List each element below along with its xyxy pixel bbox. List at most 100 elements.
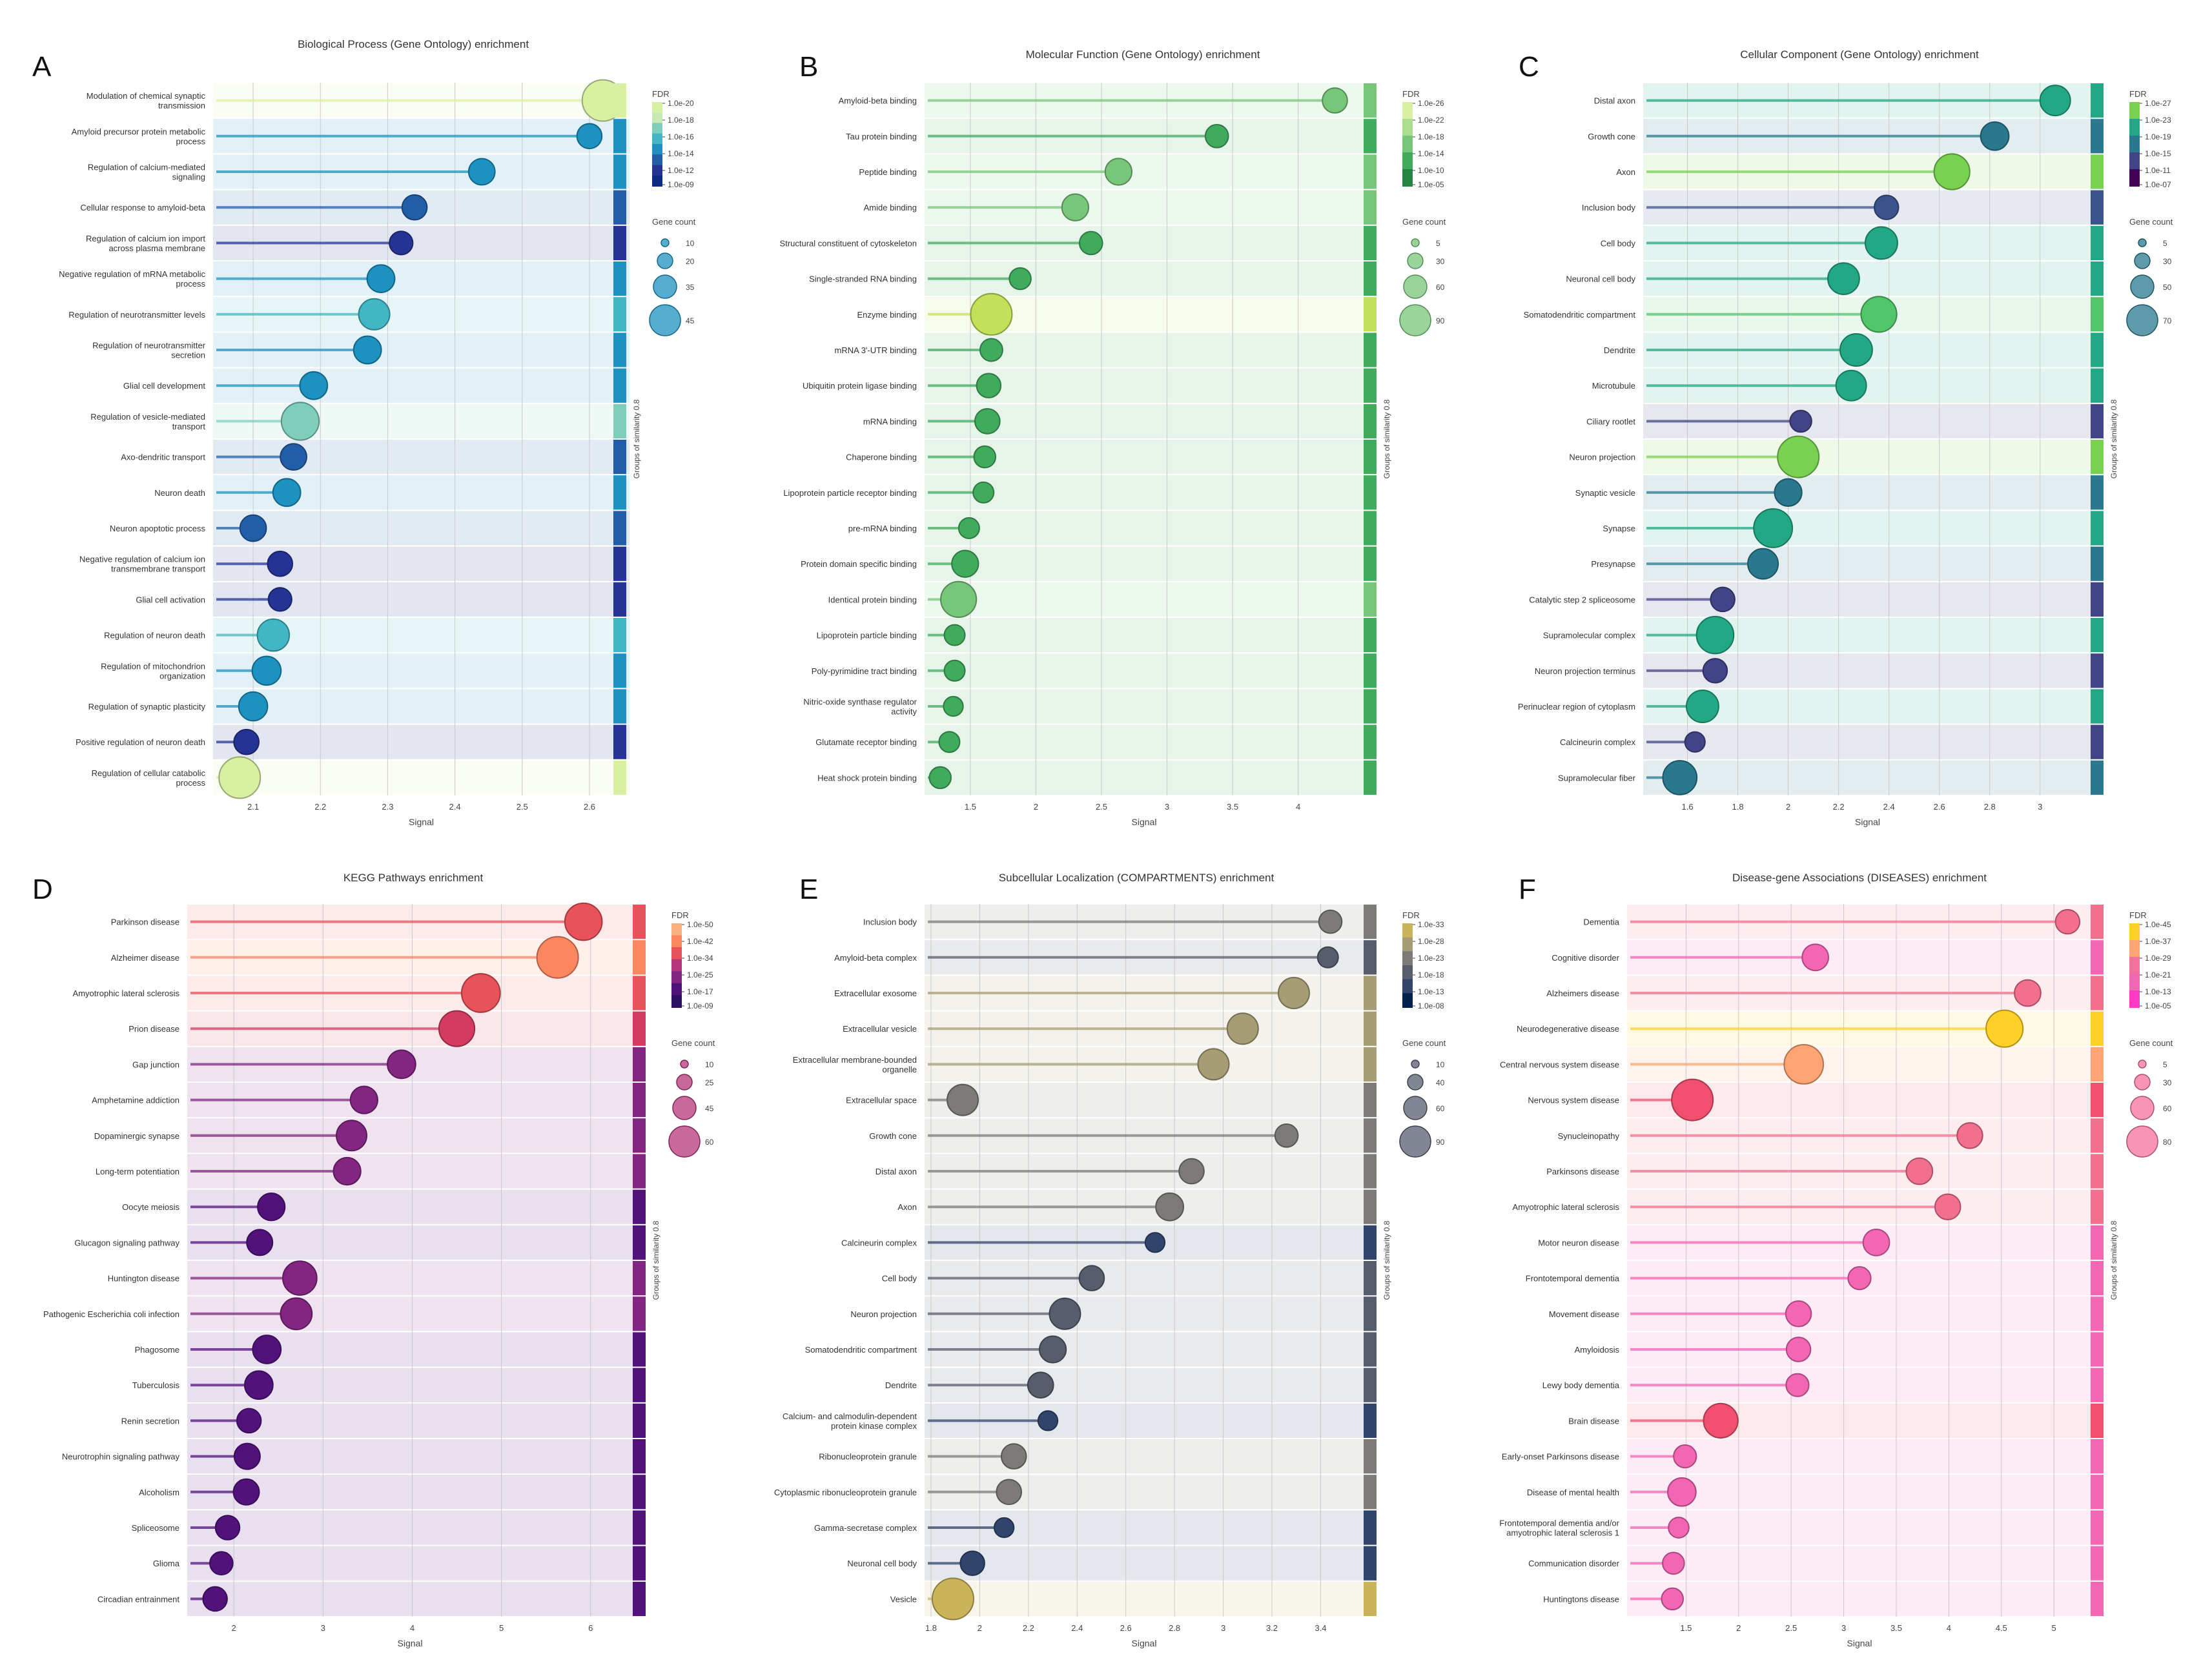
fdr-colorbar-segment: [652, 112, 662, 124]
group-strip-cell: [633, 976, 646, 1010]
panel-e: E Subcellular Localization (COMPARTMENTS)…: [774, 872, 1446, 1648]
fdr-colorbar-segment: [2129, 136, 2140, 153]
count-legend-label: 60: [1436, 283, 1445, 292]
lollipop-point: [996, 1479, 1022, 1506]
group-strip-cell: [1364, 333, 1377, 367]
group-strip-cell: [2091, 1546, 2104, 1581]
row-background: [213, 724, 630, 759]
group-strip-cell: [633, 1332, 646, 1367]
group-strip-cell: [633, 1225, 646, 1260]
count-legend-circle: [680, 1060, 689, 1069]
lollipop-point: [238, 691, 269, 722]
term-label: process: [176, 778, 205, 788]
term-label: Negative regulation of mRNA metabolic: [59, 269, 205, 279]
x-tick-label: 2: [232, 1623, 236, 1633]
lollipop-point: [958, 517, 980, 539]
fdr-colorbar-segment: [1402, 979, 1413, 994]
chart-title: KEGG Pathways enrichment: [343, 872, 484, 884]
lollipop-point: [366, 264, 396, 293]
fdr-colorbar-segment: [652, 102, 662, 114]
fdr-colorbar-segment: [652, 154, 662, 166]
lollipop-point: [1049, 1297, 1081, 1330]
x-axis-label: Signal: [1132, 1638, 1157, 1648]
term-label: Perinuclear region of cytoplasm: [1518, 702, 1635, 712]
term-label: Disease of mental health: [1527, 1488, 1619, 1497]
fdr-legend-label: 1.0e-21: [2145, 970, 2171, 979]
lollipop-point: [1155, 1192, 1184, 1222]
term-label: Regulation of neuron death: [104, 631, 205, 640]
fdr-legend-title: FDR: [1402, 89, 1420, 99]
group-strip-cell: [1364, 689, 1377, 724]
fdr-legend-label: 1.0e-26: [1418, 99, 1444, 108]
x-tick-label: 2.6: [584, 802, 595, 812]
group-strip-cell: [2091, 1225, 2104, 1260]
group-strip-cell: [1364, 1403, 1377, 1438]
group-strip-cell: [2091, 940, 2104, 975]
lollipop-point: [1860, 296, 1898, 333]
x-tick-label: 3.5: [1227, 802, 1238, 812]
row-background: [925, 1581, 1364, 1616]
count-legend-circle: [1407, 252, 1424, 269]
lollipop-point: [349, 1085, 379, 1114]
fdr-legend-label: 1.0e-18: [1418, 970, 1444, 979]
x-tick-label: 5: [2052, 1623, 2056, 1633]
lollipop-point: [970, 292, 1013, 336]
group-strip-cell: [2091, 1332, 2104, 1367]
lollipop-point: [2054, 908, 2081, 935]
count-legend-label: 60: [705, 1138, 714, 1147]
group-strip-cell: [633, 1475, 646, 1510]
term-label: secretion: [171, 351, 205, 360]
fdr-colorbar-segment: [1402, 951, 1413, 966]
term-label: Pathogenic Escherichia coli infection: [43, 1309, 179, 1319]
lollipop-point: [1078, 230, 1103, 256]
count-legend-circle: [1411, 1060, 1420, 1069]
group-strip-cell: [613, 689, 626, 724]
lollipop-point: [1277, 977, 1310, 1009]
group-strip-cell: [2091, 154, 2104, 189]
term-label: Lipoprotein particle receptor binding: [783, 488, 917, 498]
group-strip-cell: [613, 83, 626, 118]
term-label: Motor neuron disease: [1538, 1238, 1619, 1247]
fdr-colorbar-segment: [2129, 102, 2140, 119]
lollipop-point: [209, 1551, 234, 1575]
fdr-legend-label: 1.0e-18: [668, 116, 694, 125]
chart-title: Biological Process (Gene Ontology) enric…: [298, 38, 529, 50]
lollipop-point: [1785, 1337, 1812, 1362]
panel-a: A Biological Process (Gene Ontology) enri…: [32, 38, 696, 827]
group-strip-cell: [633, 1189, 646, 1224]
count-legend-label: 80: [2163, 1138, 2172, 1147]
group-strip-cell: [633, 905, 646, 939]
lollipop-point: [257, 1193, 286, 1222]
term-label: transmembrane transport: [111, 564, 205, 574]
lollipop-point: [2014, 979, 2042, 1007]
fdr-legend-label: 1.0e-09: [687, 1001, 713, 1010]
fdr-colorbar-segment: [1402, 993, 1413, 1008]
row-background: [925, 618, 1364, 653]
fdr-colorbar-segment: [1402, 152, 1413, 170]
row-background: [1643, 760, 2092, 795]
lollipop-point: [1078, 1265, 1105, 1291]
row-background: [187, 1439, 633, 1474]
count-legend-label: 5: [2163, 1060, 2167, 1069]
lollipop-point: [1933, 153, 1971, 190]
x-tick-label: 2.8: [1169, 1623, 1180, 1633]
x-tick-label: 2.6: [1934, 802, 1945, 812]
term-label: mRNA binding: [863, 416, 917, 426]
x-tick-label: 2.5: [517, 802, 528, 812]
count-legend-circle: [661, 238, 670, 247]
group-strip-cell: [2091, 511, 2104, 546]
x-tick-label: 1.8: [925, 1623, 937, 1633]
term-label: organelle: [883, 1065, 917, 1074]
lollipop-point: [1662, 1552, 1685, 1575]
term-label: process: [176, 136, 205, 146]
fdr-legend-label: 1.0e-23: [1418, 954, 1444, 963]
fdr-colorbar-segment: [1402, 102, 1413, 119]
term-label: Amyloid-beta complex: [834, 953, 917, 963]
x-axis-label: Signal: [1132, 817, 1157, 827]
lollipop-point: [564, 902, 603, 941]
x-axis-label: Signal: [398, 1638, 423, 1648]
count-legend-circle: [1407, 1074, 1424, 1091]
group-strip-cell: [2091, 83, 2104, 118]
term-label: Neuron projection: [850, 1309, 917, 1319]
row-background: [925, 760, 1364, 795]
